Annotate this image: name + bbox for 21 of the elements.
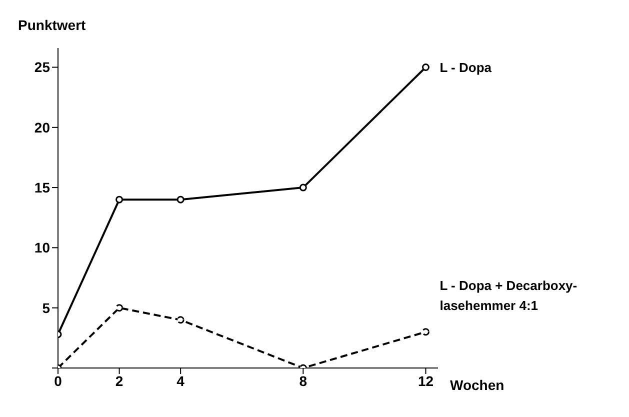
point	[299, 184, 307, 192]
point	[176, 196, 184, 204]
point	[422, 328, 430, 336]
y-tick-label: 10	[34, 240, 50, 256]
point	[116, 196, 124, 204]
x-tick-label: 2	[115, 372, 124, 389]
series-label: L - Dopa + Decarboxy- lasehemmer 4:1	[440, 278, 578, 313]
x-axis-title: Wochen	[450, 377, 504, 393]
series-label: L - Dopa	[440, 60, 492, 76]
x-tick-label: 12	[418, 372, 434, 389]
x-tick-label: 8	[299, 372, 308, 389]
point	[176, 316, 184, 324]
y-tick-label: 5	[42, 300, 50, 316]
y-tick-label: 15	[34, 180, 50, 196]
point	[422, 64, 430, 71]
y-tick-label: 20	[34, 119, 50, 136]
y-axis-title: Punktwert	[18, 17, 86, 33]
point	[116, 304, 124, 312]
x-tick-label: 4	[176, 372, 185, 389]
y-tick-label: 25	[34, 59, 50, 76]
x-tick-label: 0	[54, 372, 62, 389]
